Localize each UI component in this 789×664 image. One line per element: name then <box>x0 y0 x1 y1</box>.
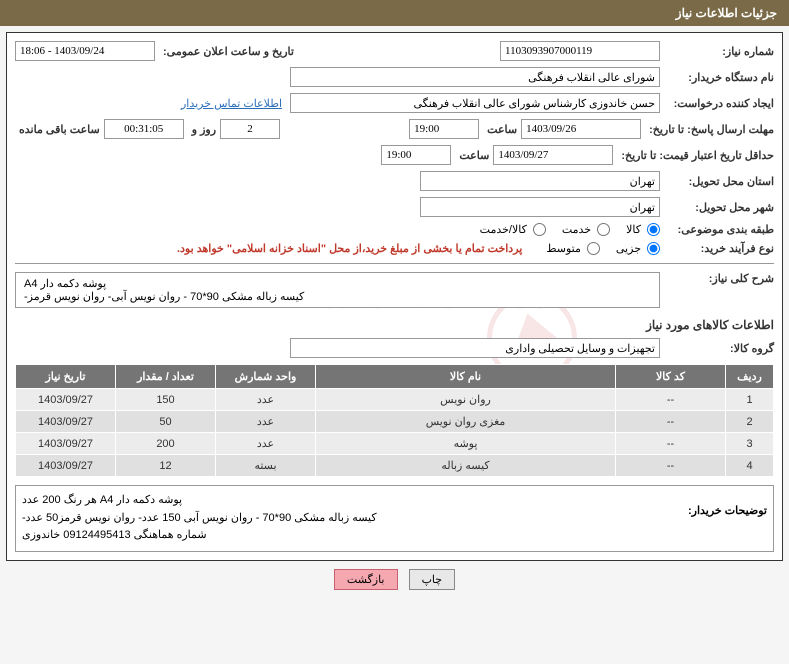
deadline-label: مهلت ارسال پاسخ: تا تاریخ: <box>645 123 774 136</box>
table-cell: 150 <box>116 389 216 411</box>
table-cell: 50 <box>116 411 216 433</box>
table-cell: عدد <box>216 389 316 411</box>
deadline-date-field <box>521 119 641 139</box>
radio-goodservice[interactable] <box>533 223 546 236</box>
table-cell: مغزی روان نویس <box>316 411 616 433</box>
summary-line2: کیسه زباله مشکی 90*70 - روان نویس آبی- ر… <box>24 290 651 303</box>
requester-label: ایجاد کننده درخواست: <box>664 97 774 110</box>
goods-info-title: اطلاعات کالاهای مورد نیاز <box>15 318 774 332</box>
comments-line3: شماره هماهنگی 09124495413 خاندوزی <box>22 527 657 545</box>
th-code: کد کالا <box>616 365 726 389</box>
time-label-1: ساعت <box>483 123 517 136</box>
table-cell: پوشه <box>316 433 616 455</box>
radio-goods-label: کالا <box>626 223 641 236</box>
th-name: نام کالا <box>316 365 616 389</box>
category-label: طبقه بندی موضوعی: <box>664 223 774 236</box>
need-number-field <box>500 41 660 61</box>
table-cell: عدد <box>216 411 316 433</box>
validity-label: حداقل تاریخ اعتبار قیمت: تا تاریخ: <box>617 149 774 162</box>
th-qty: تعداد / مقدار <box>116 365 216 389</box>
table-cell: -- <box>616 455 726 477</box>
back-button[interactable]: بازگشت <box>334 569 398 590</box>
table-cell: 1403/09/27 <box>16 455 116 477</box>
goods-group-label: گروه کالا: <box>664 342 774 355</box>
radio-service[interactable] <box>597 223 610 236</box>
buyer-org-field <box>290 67 660 87</box>
table-cell: -- <box>616 433 726 455</box>
table-cell: -- <box>616 389 726 411</box>
remaining-label: ساعت باقی مانده <box>15 123 100 136</box>
th-date: تاریخ نیاز <box>16 365 116 389</box>
validity-date-field <box>493 145 613 165</box>
table-cell: 12 <box>116 455 216 477</box>
table-cell: 1 <box>726 389 774 411</box>
main-container: AriaTender.net شماره نیاز: تاریخ و ساعت … <box>6 32 783 561</box>
table-cell: 200 <box>116 433 216 455</box>
purchase-type-label: نوع فرآیند خرید: <box>664 242 774 255</box>
need-number-label: شماره نیاز: <box>664 45 774 58</box>
print-button[interactable]: چاپ <box>409 569 456 590</box>
city-label: شهر محل تحویل: <box>664 201 774 214</box>
public-date-field <box>15 41 155 61</box>
public-date-label: تاریخ و ساعت اعلان عمومی: <box>159 45 294 58</box>
table-cell: 4 <box>726 455 774 477</box>
table-cell: عدد <box>216 433 316 455</box>
radio-partial-label: جزیی <box>616 242 641 255</box>
validity-time-field <box>381 145 451 165</box>
radio-medium-label: متوسط <box>546 242 581 255</box>
summary-label: شرح کلی نیاز: <box>664 272 774 285</box>
time-remaining-field <box>104 119 184 139</box>
page-title: جزئیات اطلاعات نیاز <box>676 6 777 20</box>
summary-line1: پوشه دکمه دار A4 <box>24 277 651 290</box>
payment-note: پرداخت تمام یا بخشی از مبلغ خرید،از محل … <box>177 242 530 255</box>
days-and-label: روز و <box>188 123 216 136</box>
button-row: چاپ بازگشت <box>0 569 789 590</box>
table-cell: -- <box>616 411 726 433</box>
comments-line1: پوشه دکمه دار A4 هر رنگ 200 عدد <box>22 492 657 510</box>
radio-service-label: خدمت <box>562 223 591 236</box>
goods-table: ردیف کد کالا نام کالا واحد شمارش تعداد /… <box>15 364 774 477</box>
days-remaining-field <box>220 119 280 139</box>
deadline-time-field <box>409 119 479 139</box>
divider-1 <box>15 263 774 264</box>
province-field <box>420 171 660 191</box>
comments-label: توضیحات خریدار: <box>657 492 767 517</box>
th-unit: واحد شمارش <box>216 365 316 389</box>
requester-field <box>290 93 660 113</box>
province-label: استان محل تحویل: <box>664 175 774 188</box>
radio-goods[interactable] <box>647 223 660 236</box>
table-cell: 1403/09/27 <box>16 389 116 411</box>
table-cell: 1403/09/27 <box>16 433 116 455</box>
city-field <box>420 197 660 217</box>
radio-goodservice-label: کالا/خدمت <box>480 223 527 236</box>
radio-partial[interactable] <box>647 242 660 255</box>
table-row: 3--پوشهعدد2001403/09/27 <box>16 433 774 455</box>
table-row: 1--روان نویسعدد1501403/09/27 <box>16 389 774 411</box>
th-row: ردیف <box>726 365 774 389</box>
page-header: جزئیات اطلاعات نیاز <box>0 0 789 26</box>
buyer-contact-link[interactable]: اطلاعات تماس خریدار <box>181 97 286 110</box>
buyer-org-label: نام دستگاه خریدار: <box>664 71 774 84</box>
buyer-comments-box: توضیحات خریدار: پوشه دکمه دار A4 هر رنگ … <box>15 485 774 552</box>
table-cell: 3 <box>726 433 774 455</box>
time-label-2: ساعت <box>455 149 489 162</box>
radio-medium[interactable] <box>587 242 600 255</box>
table-cell: 2 <box>726 411 774 433</box>
goods-group-field <box>290 338 660 358</box>
comments-line2: کیسه زباله مشکی 90*70 - روان نویس آبی 15… <box>22 510 657 528</box>
table-cell: بسته <box>216 455 316 477</box>
table-row: 4--کیسه زبالهبسته121403/09/27 <box>16 455 774 477</box>
table-row: 2--مغزی روان نویسعدد501403/09/27 <box>16 411 774 433</box>
table-cell: 1403/09/27 <box>16 411 116 433</box>
table-cell: کیسه زباله <box>316 455 616 477</box>
table-cell: روان نویس <box>316 389 616 411</box>
